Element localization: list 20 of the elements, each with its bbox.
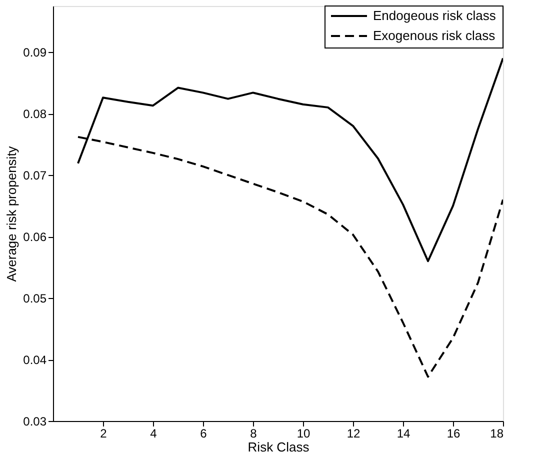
y-tick-label: 0.04 bbox=[23, 353, 47, 368]
x-tick-label: 14 bbox=[396, 426, 410, 440]
y-tick-label: 0.09 bbox=[23, 46, 47, 60]
x-tick-label: 12 bbox=[346, 426, 360, 440]
y-tick-label: 0.06 bbox=[23, 230, 47, 244]
x-tick-label: 6 bbox=[200, 426, 208, 440]
x-tick-label: 10 bbox=[296, 426, 310, 440]
y-axis-title: Average risk propensity bbox=[4, 146, 20, 282]
x-tick-label: 16 bbox=[446, 426, 460, 440]
x-tick-label: 2 bbox=[100, 426, 108, 440]
x-tick-label: 8 bbox=[250, 426, 258, 440]
x-tick-label: 4 bbox=[150, 426, 158, 440]
legend-label: Exogenous risk class bbox=[373, 28, 496, 43]
x-axis-title: Risk Class bbox=[248, 440, 310, 454]
y-tick-label: 0.03 bbox=[23, 414, 47, 428]
x-tick-label: 18 bbox=[490, 426, 504, 440]
y-tick-label: 0.08 bbox=[23, 107, 47, 122]
y-tick-label: 0.07 bbox=[23, 168, 47, 183]
legend-label: Endogeous risk class bbox=[373, 8, 496, 23]
y-tick-label: 0.05 bbox=[23, 292, 47, 306]
